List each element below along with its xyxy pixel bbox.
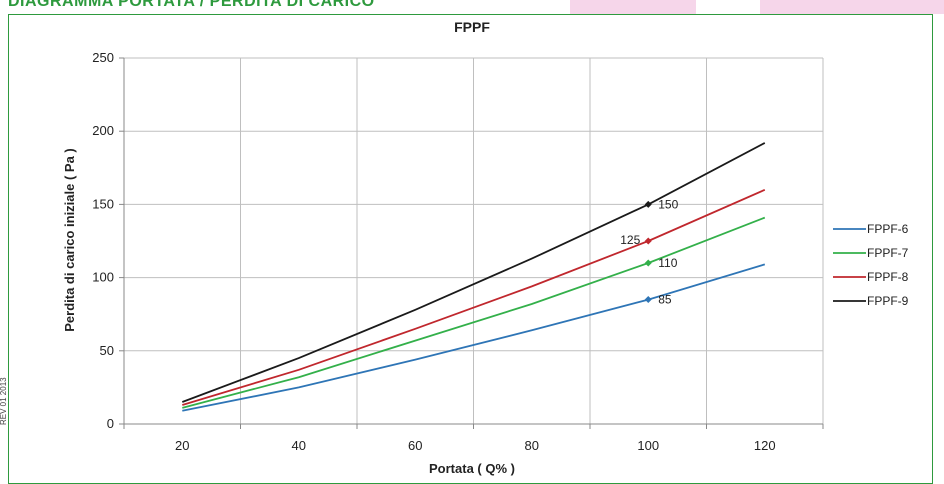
axes: 0 50 100 150 200 250 20 40 60 80 100 120 [92,50,824,453]
legend-entry: FPPF-7 [867,246,909,260]
x-axis-title: Portata ( Q% ) [429,461,515,476]
chart-title: FPPF [454,19,490,35]
y-tick-label: 250 [92,50,114,65]
data-point-marker [644,200,652,208]
header-tab-decoration [760,0,944,14]
series-line-fppf-8 [182,188,766,406]
header-tab-decoration [570,0,696,14]
data-label: 85 [658,293,672,307]
y-tick-label: 100 [92,270,114,285]
legend-entry: FPPF-8 [867,270,909,284]
y-axis-title: Perdita di carico iniziale ( Pa ) [62,148,77,332]
x-tick-label: 40 [292,438,306,453]
page-header: DIAGRAMMA PORTATA / PERDITA DI CARICO [0,0,944,14]
data-label: 125 [620,233,640,247]
series-line-fppf-9 [181,142,766,403]
x-tick-label: 120 [754,438,776,453]
data-point-marker [644,237,652,245]
chart-frame [8,14,933,484]
data-point-marker [644,259,652,267]
data-point-marker [644,296,652,304]
series-line-fppf-6 [182,263,766,412]
legend-entry: FPPF-6 [867,222,909,236]
legend-entry: FPPF-9 [867,294,909,308]
y-tick-label: 200 [92,123,114,138]
x-tick-label: 60 [408,438,422,453]
x-tick-label: 20 [175,438,189,453]
data-labels: 150 125 110 85 [620,197,678,306]
grid [124,57,824,424]
series-lines [181,142,766,412]
data-label: 110 [658,256,677,270]
series-line-fppf-7 [182,216,766,409]
data-label: 150 [658,197,678,211]
legend: FPPF-6 FPPF-7 FPPF-8 FPPF-9 [833,222,909,308]
x-tick-label: 80 [525,438,539,453]
x-tick-label: 100 [637,438,659,453]
y-tick-label: 50 [100,343,114,358]
y-tick-label: 0 [107,416,114,431]
page-title: DIAGRAMMA PORTATA / PERDITA DI CARICO [8,0,375,10]
y-tick-label: 150 [92,196,114,211]
